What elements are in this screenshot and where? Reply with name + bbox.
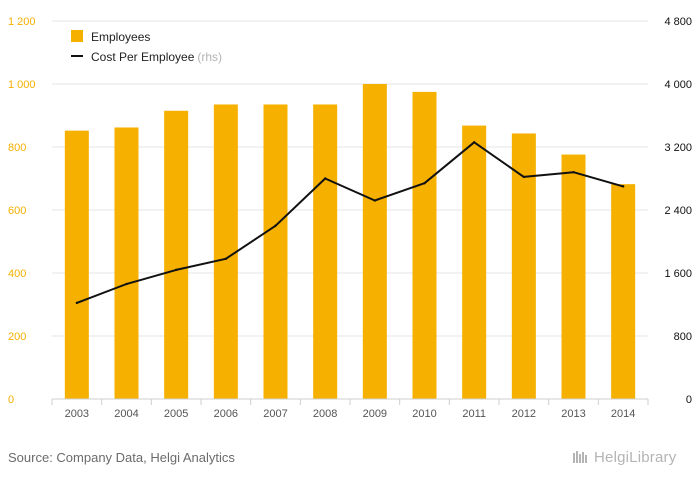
bar xyxy=(213,104,238,399)
helgi-library-logo: HelgiLibrary xyxy=(572,449,676,466)
bar xyxy=(462,125,487,399)
legend: Employees Cost Per Employee (rhs) xyxy=(71,30,222,64)
x-tick-label: 2014 xyxy=(611,408,635,420)
x-tick-label: 2012 xyxy=(512,408,536,420)
y-left-tick-label: 200 xyxy=(8,331,26,343)
axes: 0 200 400 600 800 1 000 1 200 0 800 1 600 2 400 3 2… xyxy=(8,16,692,420)
line-point xyxy=(323,177,327,180)
bar xyxy=(313,104,338,399)
x-tick-label: 2006 xyxy=(214,408,238,420)
line-point xyxy=(472,141,476,144)
line-series-cost-per-employee xyxy=(75,141,625,305)
bar xyxy=(164,110,189,400)
bar xyxy=(412,91,437,399)
x-tick-label: 2004 xyxy=(114,408,138,420)
y-right-tick-label: 2 400 xyxy=(664,205,692,217)
line-point xyxy=(174,268,178,272)
bar xyxy=(114,127,139,399)
bar xyxy=(64,130,89,399)
bar xyxy=(362,84,387,399)
bar-series-employees xyxy=(64,84,636,400)
y-left-tick-label: 0 xyxy=(8,394,14,406)
legend-label-cost-per-employee: Cost Per Employee (rhs) xyxy=(91,50,222,64)
y-left-tick-label: 400 xyxy=(8,268,26,280)
line-point xyxy=(125,282,128,286)
x-tick-label: 2013 xyxy=(561,408,585,420)
x-tick-label: 2010 xyxy=(412,408,436,420)
x-tick-label: 2007 xyxy=(263,408,287,420)
library-icon xyxy=(573,451,587,463)
cost-per-employee-line xyxy=(76,141,624,304)
bar xyxy=(611,184,636,399)
y-left-tick-label: 600 xyxy=(8,205,26,217)
line-point xyxy=(274,224,277,227)
y-left-tick-label: 800 xyxy=(8,142,26,154)
brand-name: HelgiLibrary xyxy=(594,449,677,466)
line-point xyxy=(373,199,377,202)
y-right-tick-label: 4 800 xyxy=(664,16,692,28)
y-right-tick-label: 1 600 xyxy=(664,268,692,280)
line-point xyxy=(75,301,79,305)
x-tick-label: 2009 xyxy=(363,408,387,420)
y-right-tick-label: 800 xyxy=(674,331,692,343)
y-right-tick-label: 0 xyxy=(686,394,692,406)
line-point xyxy=(423,182,426,185)
bar xyxy=(511,133,536,399)
x-tick-label: 2005 xyxy=(164,408,188,420)
legend-label-employees: Employees xyxy=(91,30,150,44)
gridlines xyxy=(52,20,648,337)
x-tick-label: 2008 xyxy=(313,408,337,420)
line-point xyxy=(621,185,625,188)
y-right-tick-label: 3 200 xyxy=(664,142,692,154)
y-left-tick-label: 1 200 xyxy=(8,16,36,28)
source-note: Source: Company Data, Helgi Analytics xyxy=(8,450,235,465)
bar xyxy=(263,104,288,399)
line-point xyxy=(224,257,228,261)
y-right-tick-label: 4 000 xyxy=(664,79,692,91)
legend-swatch-employees xyxy=(71,30,83,42)
y-left-tick-label: 1 000 xyxy=(8,79,36,91)
x-tick-label: 2011 xyxy=(462,408,486,420)
x-tick-label: 2003 xyxy=(65,408,89,420)
line-point xyxy=(522,175,526,179)
bar xyxy=(561,154,586,399)
line-point xyxy=(572,171,575,174)
